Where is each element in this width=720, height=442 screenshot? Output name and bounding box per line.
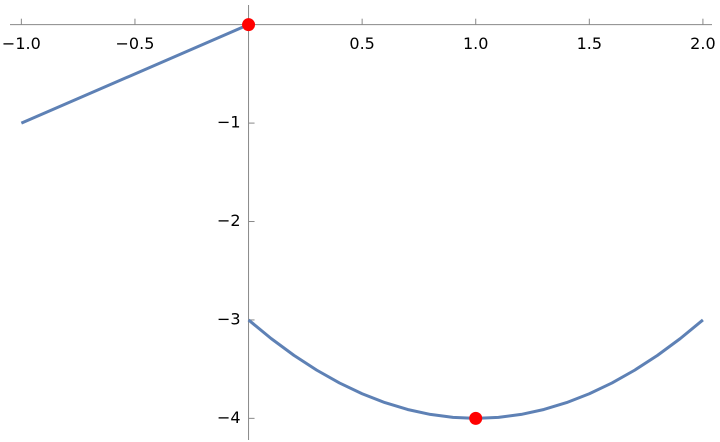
x-tick-label: −1.0 [2,34,41,53]
x-tick-label: 1.0 [463,34,488,53]
x-tick-label: 2.0 [690,34,715,53]
x-tick-label: 0.5 [349,34,374,53]
point [242,18,256,32]
x-tick-label: 1.5 [577,34,602,53]
y-tick-label: −2 [217,211,241,230]
y-tick-label: −1 [217,113,241,132]
y-tick-label: −4 [217,408,241,427]
x-tick-label: −0.5 [116,34,155,53]
y-tick-label: −3 [217,309,241,328]
point [469,411,483,425]
line [20,23,704,420]
